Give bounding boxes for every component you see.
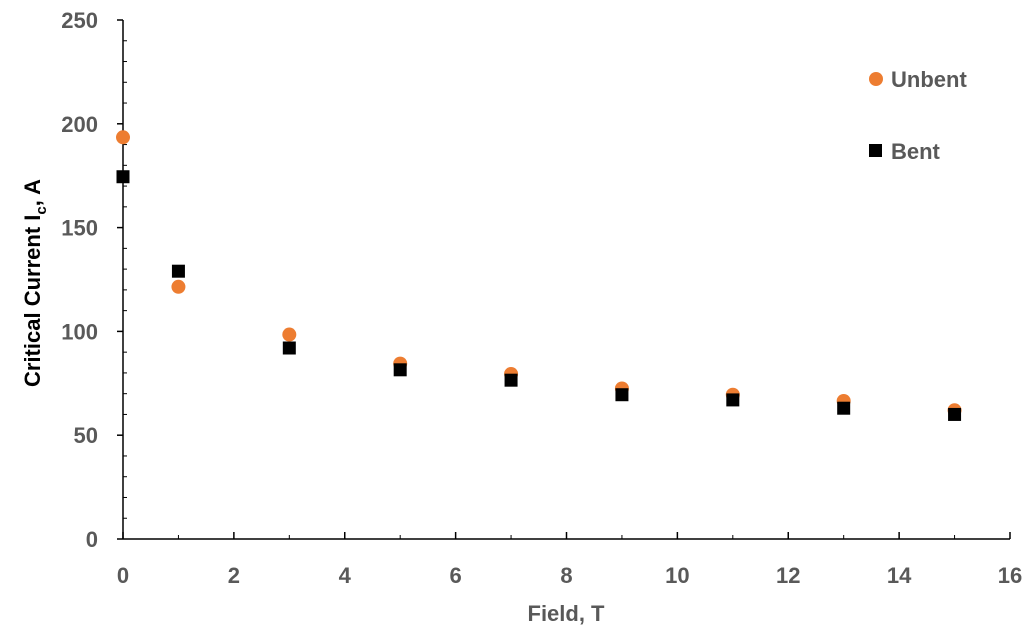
unbent-point bbox=[282, 327, 297, 342]
x-axis-ticks: 0 2 4 6 8 10 12 14 16 bbox=[117, 532, 1022, 588]
x-tick-label: 8 bbox=[560, 563, 572, 588]
bent-point bbox=[171, 264, 185, 278]
bent-point bbox=[504, 373, 518, 387]
x-tick-label: 0 bbox=[117, 563, 129, 588]
x-tick-label: 12 bbox=[776, 563, 800, 588]
x-axis-title: Field, T bbox=[528, 601, 606, 625]
y-axis-title-suffix: , A bbox=[20, 179, 45, 206]
unbent-point bbox=[116, 130, 130, 145]
y-axis-title: Critical Current Ic, A bbox=[20, 179, 50, 387]
bent-point bbox=[116, 170, 130, 184]
bent-point bbox=[948, 407, 962, 421]
y-tick-label: 200 bbox=[61, 112, 98, 137]
legend-unbent-marker bbox=[869, 72, 883, 86]
bent-point bbox=[393, 363, 407, 377]
x-tick-label: 14 bbox=[887, 563, 912, 588]
y-tick-label: 250 bbox=[61, 8, 98, 33]
x-tick-label: 6 bbox=[450, 563, 462, 588]
y-tick-label: 100 bbox=[61, 319, 98, 344]
bent-point bbox=[282, 341, 296, 355]
y-axis-ticks: 0 50 100 150 200 250 bbox=[61, 8, 127, 552]
y-tick-label: 0 bbox=[86, 527, 98, 552]
unbent-point bbox=[171, 279, 186, 294]
bent-point bbox=[837, 401, 851, 415]
legend: Unbent Bent bbox=[869, 67, 967, 164]
bent-point bbox=[615, 388, 629, 402]
y-axis-title-subscript: c bbox=[33, 206, 50, 214]
legend-bent-marker bbox=[869, 144, 882, 157]
x-tick-label: 10 bbox=[665, 563, 689, 588]
data-points bbox=[116, 130, 962, 421]
y-axis-title-main: Critical Current I bbox=[20, 215, 45, 387]
bent-point bbox=[726, 393, 740, 407]
y-tick-label: 50 bbox=[74, 423, 98, 448]
legend-unbent-label: Unbent bbox=[891, 67, 967, 92]
x-tick-label: 2 bbox=[228, 563, 240, 588]
x-tick-label: 4 bbox=[339, 563, 352, 588]
y-tick-label: 150 bbox=[61, 216, 98, 241]
x-tick-label: 16 bbox=[998, 563, 1022, 588]
legend-bent-label: Bent bbox=[891, 139, 941, 164]
